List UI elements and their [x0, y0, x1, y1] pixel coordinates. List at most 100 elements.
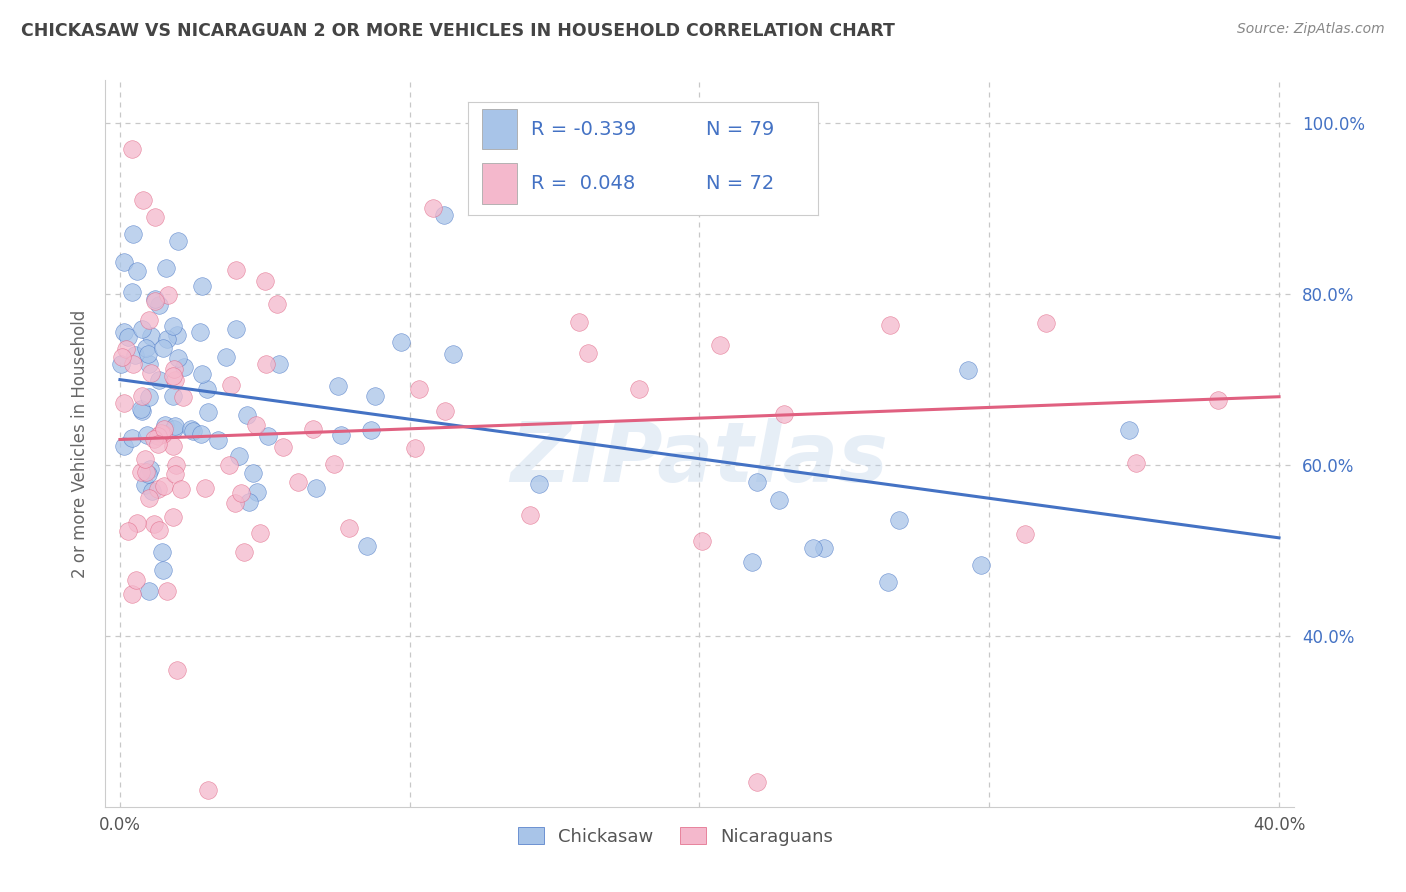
Point — [139, 462, 162, 476]
Point — [138, 391, 160, 405]
Point — [143, 516, 166, 531]
Point — [329, 427, 352, 442]
Point — [138, 491, 160, 505]
Point — [172, 390, 194, 404]
Point — [156, 584, 179, 599]
Point — [134, 451, 156, 466]
Point — [143, 433, 166, 447]
Point — [122, 357, 145, 371]
Point — [129, 402, 152, 417]
Point — [125, 516, 148, 530]
Point — [404, 441, 426, 455]
Point — [242, 466, 264, 480]
Point — [267, 357, 290, 371]
Point — [231, 486, 253, 500]
Point — [153, 422, 176, 436]
Point — [115, 342, 138, 356]
Point — [956, 363, 979, 377]
Point — [121, 431, 143, 445]
Point — [143, 294, 166, 309]
Point — [443, 347, 465, 361]
Point — [138, 357, 160, 371]
Point — [1206, 393, 1229, 408]
Point — [568, 315, 591, 329]
Point — [110, 357, 132, 371]
Point — [111, 350, 134, 364]
Point — [162, 389, 184, 403]
Point — [165, 467, 187, 481]
Point — [221, 378, 243, 392]
Point — [238, 495, 260, 509]
Point — [188, 326, 211, 340]
Point — [146, 429, 169, 443]
Point — [253, 274, 276, 288]
Point — [813, 541, 835, 555]
Point — [112, 325, 135, 339]
Point — [527, 477, 550, 491]
Point — [121, 587, 143, 601]
Point — [112, 255, 135, 269]
Point — [249, 525, 271, 540]
Point — [245, 418, 267, 433]
Point — [215, 350, 238, 364]
Point — [225, 322, 247, 336]
Point — [166, 328, 188, 343]
Point — [138, 347, 160, 361]
Point — [194, 481, 217, 495]
Point — [143, 210, 166, 224]
Point — [422, 202, 444, 216]
Point — [690, 533, 713, 548]
Point — [155, 261, 177, 276]
Point — [135, 341, 157, 355]
Point — [1014, 527, 1036, 541]
Point — [162, 439, 184, 453]
Point — [741, 556, 763, 570]
Point — [628, 382, 651, 396]
Point — [433, 404, 456, 418]
Point — [326, 379, 349, 393]
Point — [1035, 316, 1057, 330]
Point — [879, 318, 901, 333]
Point — [246, 485, 269, 500]
Point — [228, 449, 250, 463]
Point — [408, 382, 430, 396]
Point — [576, 346, 599, 360]
Point — [135, 465, 157, 479]
Point — [364, 389, 387, 403]
Point — [180, 422, 202, 436]
Point — [131, 322, 153, 336]
Point — [197, 405, 219, 419]
Point — [167, 351, 190, 366]
Point — [121, 142, 143, 156]
Point — [190, 367, 212, 381]
Point — [162, 318, 184, 333]
Point — [1118, 423, 1140, 437]
Point — [150, 545, 173, 559]
Point — [195, 382, 218, 396]
Point — [134, 478, 156, 492]
Point — [768, 493, 790, 508]
Point — [173, 360, 195, 375]
Point — [162, 509, 184, 524]
Point — [360, 423, 382, 437]
Y-axis label: 2 or more Vehicles in Household: 2 or more Vehicles in Household — [72, 310, 90, 578]
Point — [124, 347, 146, 361]
Point — [745, 475, 768, 489]
Point — [125, 573, 148, 587]
Point — [709, 338, 731, 352]
Point — [136, 428, 159, 442]
Point — [112, 439, 135, 453]
Point — [155, 332, 177, 346]
Point — [266, 297, 288, 311]
Point — [232, 545, 254, 559]
Text: Source: ZipAtlas.com: Source: ZipAtlas.com — [1237, 22, 1385, 37]
Point — [356, 539, 378, 553]
Point — [772, 407, 794, 421]
Point — [148, 524, 170, 538]
Text: ZIPatlas: ZIPatlas — [510, 417, 889, 499]
Point — [152, 479, 174, 493]
Point — [163, 419, 186, 434]
Point — [167, 234, 190, 248]
Point — [162, 369, 184, 384]
Point — [747, 774, 769, 789]
